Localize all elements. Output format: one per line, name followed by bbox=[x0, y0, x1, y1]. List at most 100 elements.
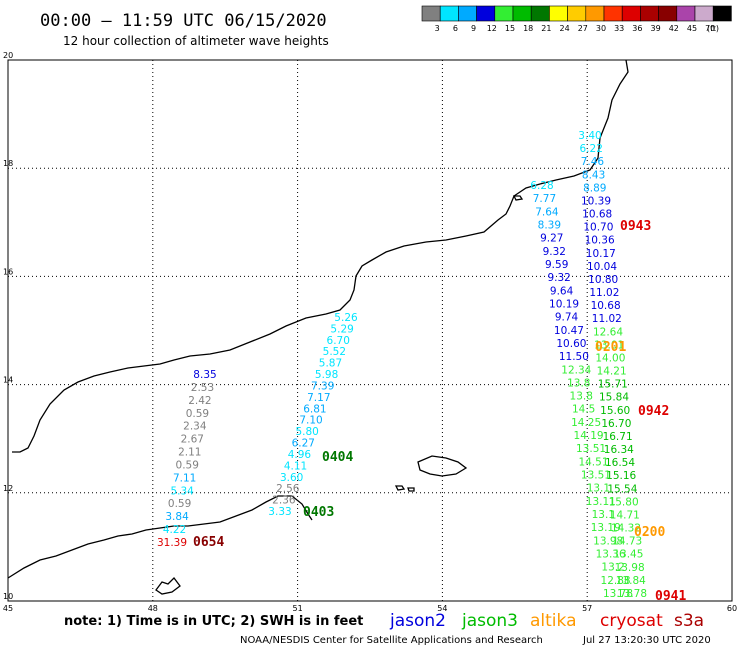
footer-note: note: 1) Time is in UTC; 2) SWH is in fe… bbox=[64, 614, 363, 629]
wave-height-value: 14.21 bbox=[597, 366, 627, 378]
legend-label: 3 bbox=[435, 24, 440, 33]
wave-height-value: 9.27 bbox=[540, 233, 563, 245]
wave-height-value: 7.46 bbox=[581, 156, 605, 168]
track-jason2-0943: 3.406.227.468.438.8910.3910.6810.7010.36… bbox=[578, 130, 647, 600]
legend-label: 18 bbox=[523, 24, 533, 33]
track-jason2-0942: 6.287.777.648.399.279.329.599.329.6410.1… bbox=[530, 180, 633, 600]
legend-label: 45 bbox=[687, 24, 697, 33]
legend-label: 30 bbox=[596, 24, 606, 33]
wave-height-value: 13.01 bbox=[594, 339, 624, 351]
wave-height-value: 3.60 bbox=[280, 472, 303, 484]
wave-height-value: 3.84 bbox=[165, 511, 189, 523]
legend-label: 24 bbox=[560, 24, 570, 33]
small-island-2 bbox=[407, 487, 415, 492]
wave-height-value: 10.80 bbox=[588, 274, 618, 286]
wave-height-value: 5.80 bbox=[295, 426, 318, 438]
coastline-somalia bbox=[7, 495, 313, 579]
wave-height-value: 9.32 bbox=[547, 272, 570, 284]
wave-height-value: 7.77 bbox=[533, 193, 556, 205]
wave-height-value: 2.42 bbox=[188, 395, 211, 407]
wave-height-value: 10.19 bbox=[549, 298, 579, 310]
pass-time-0200: 0200 bbox=[634, 525, 665, 540]
wave-height-value: 10.68 bbox=[582, 209, 612, 221]
lon-tick-label: 57 bbox=[582, 604, 592, 613]
wave-height-value: 6.22 bbox=[580, 143, 603, 155]
wave-height-value: 14.19 bbox=[574, 430, 604, 442]
legend-swatch bbox=[439, 5, 459, 22]
wave-height-value: 13.8 bbox=[567, 377, 590, 389]
wave-height-value: 15.84 bbox=[599, 392, 629, 404]
wave-height-value: 4.11 bbox=[284, 460, 307, 472]
wave-height-value: 6.81 bbox=[303, 403, 326, 415]
lon-tick-label: 60 bbox=[727, 604, 737, 613]
wave-height-value: 8.43 bbox=[582, 169, 605, 181]
wave-height-value: 5.98 bbox=[315, 369, 338, 381]
wave-height-value: 6.28 bbox=[530, 180, 553, 192]
color-legend: 3 6 9 12 15 18 21 24 27 30 33 36 39 42 45 70 bbox=[421, 5, 732, 33]
footer-timestamp: Jul 27 13:20:30 UTC 2020 bbox=[582, 635, 711, 646]
wave-height-value: 6.70 bbox=[327, 335, 350, 347]
wave-height-value: 2.36 bbox=[272, 495, 296, 507]
socotra-island bbox=[417, 455, 468, 477]
wave-height-value: 8.35 bbox=[193, 369, 216, 381]
lat-tick-label: 14 bbox=[3, 376, 13, 385]
wave-height-value: 2.53 bbox=[191, 382, 214, 394]
legend-label: 42 bbox=[669, 24, 679, 33]
wave-height-value: 9.74 bbox=[555, 312, 579, 324]
track-jason3-0404: 5.265.296.705.525.875.987.397.176.817.10… bbox=[268, 312, 358, 518]
pass-time-0942: 0942 bbox=[638, 404, 669, 419]
wave-height-value: 5.34 bbox=[170, 485, 194, 497]
legend-label: 9 bbox=[471, 24, 476, 33]
small-island-1 bbox=[394, 485, 406, 491]
wave-height-value: 11.02 bbox=[592, 313, 622, 325]
legend-swatch bbox=[567, 5, 587, 22]
wave-height-value: 10.70 bbox=[583, 222, 613, 234]
wave-height-value: 14.51 bbox=[578, 456, 608, 468]
pass-time-0404: 0404 bbox=[322, 450, 353, 465]
wave-height-value: 15.16 bbox=[606, 470, 636, 482]
wave-height-value: 13.78 bbox=[617, 588, 647, 600]
coastline-arabia bbox=[12, 59, 629, 453]
wave-height-value: 14.71 bbox=[610, 509, 640, 521]
wave-height-value: 8.89 bbox=[583, 182, 606, 194]
wave-height-value: 15.60 bbox=[600, 405, 630, 417]
track-gray-track: 8.352.532.420.592.342.672.110.597.115.34… bbox=[157, 369, 217, 549]
wave-height-value: 9.32 bbox=[543, 246, 566, 258]
legend-swatch bbox=[530, 5, 550, 22]
legend-swatch bbox=[421, 5, 441, 22]
wave-height-value: 5.52 bbox=[323, 346, 346, 358]
wave-height-value: 15.54 bbox=[607, 483, 637, 495]
lon-tick-label: 48 bbox=[148, 604, 158, 613]
lat-tick-label: 16 bbox=[3, 267, 13, 276]
pass-time-labels: 0943 0201 0942 0404 0403 0654 0200 0941 bbox=[193, 219, 686, 604]
wave-height-value: 12.34 bbox=[561, 364, 591, 376]
wave-height-value: 11.02 bbox=[589, 287, 619, 299]
wave-height-value: 13.51 bbox=[576, 443, 606, 455]
wave-height-value: 9.59 bbox=[545, 259, 568, 271]
satellite-jason3: jason3 bbox=[461, 611, 518, 631]
legend-label: 21 bbox=[541, 24, 551, 33]
legend-label: 39 bbox=[651, 24, 661, 33]
wave-height-value: 7.64 bbox=[535, 206, 559, 218]
wave-height-value: 13.8 bbox=[570, 391, 593, 403]
map-subtitle: 12 hour collection of altimeter wave hei… bbox=[63, 34, 329, 48]
axis-tick-labels: 45 48 51 54 57 60 10 12 14 16 18 20 bbox=[3, 51, 737, 613]
wave-height-value: 13.11 bbox=[586, 496, 616, 508]
legend-swatch bbox=[658, 5, 678, 22]
wave-height-value: 13.1 bbox=[587, 483, 610, 495]
legend-swatch bbox=[512, 5, 532, 22]
wave-height-value: 5.29 bbox=[330, 323, 353, 335]
legend-unit: (ft) bbox=[707, 24, 719, 33]
wave-height-value: 15.71 bbox=[598, 379, 628, 391]
wave-height-value: 12.88 bbox=[601, 575, 631, 587]
wave-height-value: 2.56 bbox=[276, 483, 300, 495]
wave-height-value: 14.00 bbox=[595, 352, 625, 364]
legend-label: 27 bbox=[578, 24, 588, 33]
satellite-cryosat: cryosat bbox=[600, 611, 663, 631]
legend-label: 15 bbox=[505, 24, 515, 33]
wave-height-value: 10.04 bbox=[587, 261, 617, 273]
wave-height-value: 4.22 bbox=[163, 524, 186, 536]
wave-height-value: 2.67 bbox=[181, 434, 204, 446]
wave-height-value: 13.1 bbox=[592, 509, 615, 521]
